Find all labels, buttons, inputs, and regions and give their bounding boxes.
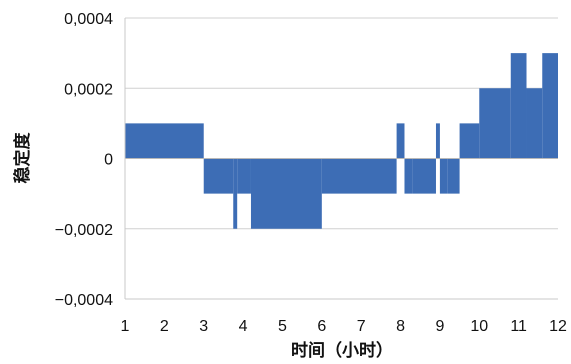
y-axis-title: 稳定度 bbox=[12, 132, 33, 184]
x-tick-label: 8 bbox=[396, 318, 405, 335]
x-tick-labels: 1 2 3 4 5 6 7 8 9 10 11 12 bbox=[121, 318, 567, 335]
x-tick-label: 10 bbox=[470, 318, 488, 335]
data-bar bbox=[321, 158, 397, 194]
y-tick-label: 0 bbox=[104, 152, 113, 169]
data-bar bbox=[479, 88, 511, 159]
data-series bbox=[125, 53, 558, 229]
data-bar bbox=[447, 158, 460, 194]
x-tick-label: 7 bbox=[357, 318, 366, 335]
x-tick-label: 6 bbox=[317, 318, 326, 335]
data-bar bbox=[526, 88, 543, 159]
x-tick-label: 1 bbox=[121, 318, 130, 335]
data-bar bbox=[459, 123, 480, 159]
data-bar bbox=[233, 158, 238, 229]
x-tick-label: 9 bbox=[435, 318, 444, 335]
data-bar bbox=[125, 123, 204, 159]
data-bar bbox=[412, 158, 436, 194]
data-bar bbox=[203, 158, 234, 194]
x-axis-title: 时间（小时） bbox=[291, 340, 393, 361]
data-bar bbox=[542, 53, 558, 159]
data-bar bbox=[237, 158, 251, 194]
y-tick-label: 0,0002 bbox=[64, 81, 113, 98]
axes bbox=[124, 18, 558, 300]
data-bar bbox=[250, 158, 322, 229]
x-tick-label: 2 bbox=[160, 318, 169, 335]
y-tick-label: −0,0002 bbox=[55, 222, 113, 239]
data-bar bbox=[404, 158, 413, 194]
x-tick-label: 4 bbox=[239, 318, 248, 335]
x-tick-label: 5 bbox=[278, 318, 287, 335]
y-tick-labels: 0,0004 0,0002 0 −0,0002 −0,0004 bbox=[55, 11, 113, 309]
y-tick-label: 0,0004 bbox=[64, 11, 113, 28]
data-bar bbox=[396, 123, 405, 159]
data-bar bbox=[439, 158, 448, 194]
x-tick-label: 3 bbox=[199, 318, 208, 335]
x-tick-label: 11 bbox=[510, 318, 527, 335]
x-tick-label: 12 bbox=[549, 318, 567, 335]
y-tick-label: −0,0004 bbox=[55, 292, 113, 309]
data-bar bbox=[510, 53, 527, 159]
data-bar bbox=[435, 123, 440, 159]
